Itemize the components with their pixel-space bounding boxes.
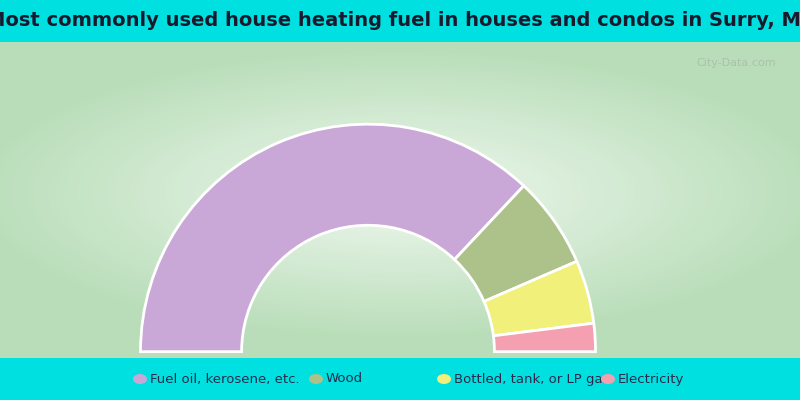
Ellipse shape: [92, 89, 708, 299]
Ellipse shape: [312, 164, 488, 224]
Ellipse shape: [129, 101, 671, 286]
Ellipse shape: [55, 76, 745, 311]
Ellipse shape: [254, 144, 546, 244]
Ellipse shape: [136, 104, 664, 284]
Ellipse shape: [210, 129, 590, 259]
Ellipse shape: [305, 161, 495, 226]
Ellipse shape: [62, 79, 738, 309]
Ellipse shape: [187, 121, 613, 266]
Ellipse shape: [393, 191, 407, 196]
Text: Bottled, tank, or LP gas: Bottled, tank, or LP gas: [454, 372, 610, 386]
Ellipse shape: [150, 109, 650, 279]
Ellipse shape: [246, 141, 554, 246]
Ellipse shape: [180, 119, 620, 269]
Ellipse shape: [0, 51, 800, 336]
Ellipse shape: [0, 56, 800, 331]
Ellipse shape: [85, 86, 715, 301]
Ellipse shape: [158, 111, 642, 276]
Text: Wood: Wood: [326, 372, 363, 386]
Ellipse shape: [173, 116, 627, 271]
Ellipse shape: [11, 61, 789, 326]
Ellipse shape: [0, 48, 800, 339]
Bar: [0, 42, 800, 358]
Ellipse shape: [601, 374, 615, 384]
Ellipse shape: [363, 181, 437, 206]
Text: Electricity: Electricity: [618, 372, 684, 386]
Ellipse shape: [194, 124, 606, 264]
Ellipse shape: [275, 151, 525, 236]
Ellipse shape: [18, 64, 782, 324]
Ellipse shape: [4, 58, 796, 329]
Ellipse shape: [133, 374, 147, 384]
Ellipse shape: [41, 71, 759, 316]
Ellipse shape: [282, 154, 518, 234]
Ellipse shape: [326, 169, 474, 219]
Ellipse shape: [334, 171, 466, 216]
Ellipse shape: [202, 126, 598, 261]
Ellipse shape: [290, 156, 510, 231]
Ellipse shape: [349, 176, 451, 211]
Ellipse shape: [78, 84, 722, 304]
Ellipse shape: [342, 174, 458, 214]
Ellipse shape: [26, 66, 774, 321]
Ellipse shape: [298, 159, 502, 229]
Wedge shape: [141, 124, 524, 352]
Text: Fuel oil, kerosene, etc.: Fuel oil, kerosene, etc.: [150, 372, 300, 386]
Text: Most commonly used house heating fuel in houses and condos in Surry, ME: Most commonly used house heating fuel in…: [0, 12, 800, 30]
Ellipse shape: [319, 166, 481, 221]
Ellipse shape: [106, 94, 694, 294]
Ellipse shape: [261, 146, 539, 241]
Ellipse shape: [70, 81, 730, 306]
Ellipse shape: [122, 99, 678, 289]
Ellipse shape: [386, 189, 414, 199]
Bar: [0, 42, 800, 358]
Ellipse shape: [143, 106, 657, 281]
Wedge shape: [494, 323, 595, 352]
Ellipse shape: [238, 139, 562, 249]
Ellipse shape: [166, 114, 634, 274]
Ellipse shape: [370, 184, 430, 204]
Ellipse shape: [224, 134, 576, 254]
Ellipse shape: [217, 131, 583, 256]
Ellipse shape: [309, 374, 323, 384]
Ellipse shape: [268, 149, 532, 239]
Wedge shape: [454, 186, 577, 302]
Text: City-Data.com: City-Data.com: [696, 58, 776, 68]
Ellipse shape: [231, 136, 569, 251]
Ellipse shape: [48, 74, 752, 314]
Wedge shape: [484, 261, 594, 336]
Ellipse shape: [99, 91, 701, 296]
Ellipse shape: [34, 68, 766, 319]
Ellipse shape: [0, 44, 800, 344]
Ellipse shape: [378, 186, 422, 201]
Ellipse shape: [356, 179, 444, 209]
Ellipse shape: [0, 54, 800, 334]
Ellipse shape: [0, 46, 800, 341]
Ellipse shape: [114, 96, 686, 291]
Ellipse shape: [437, 374, 451, 384]
